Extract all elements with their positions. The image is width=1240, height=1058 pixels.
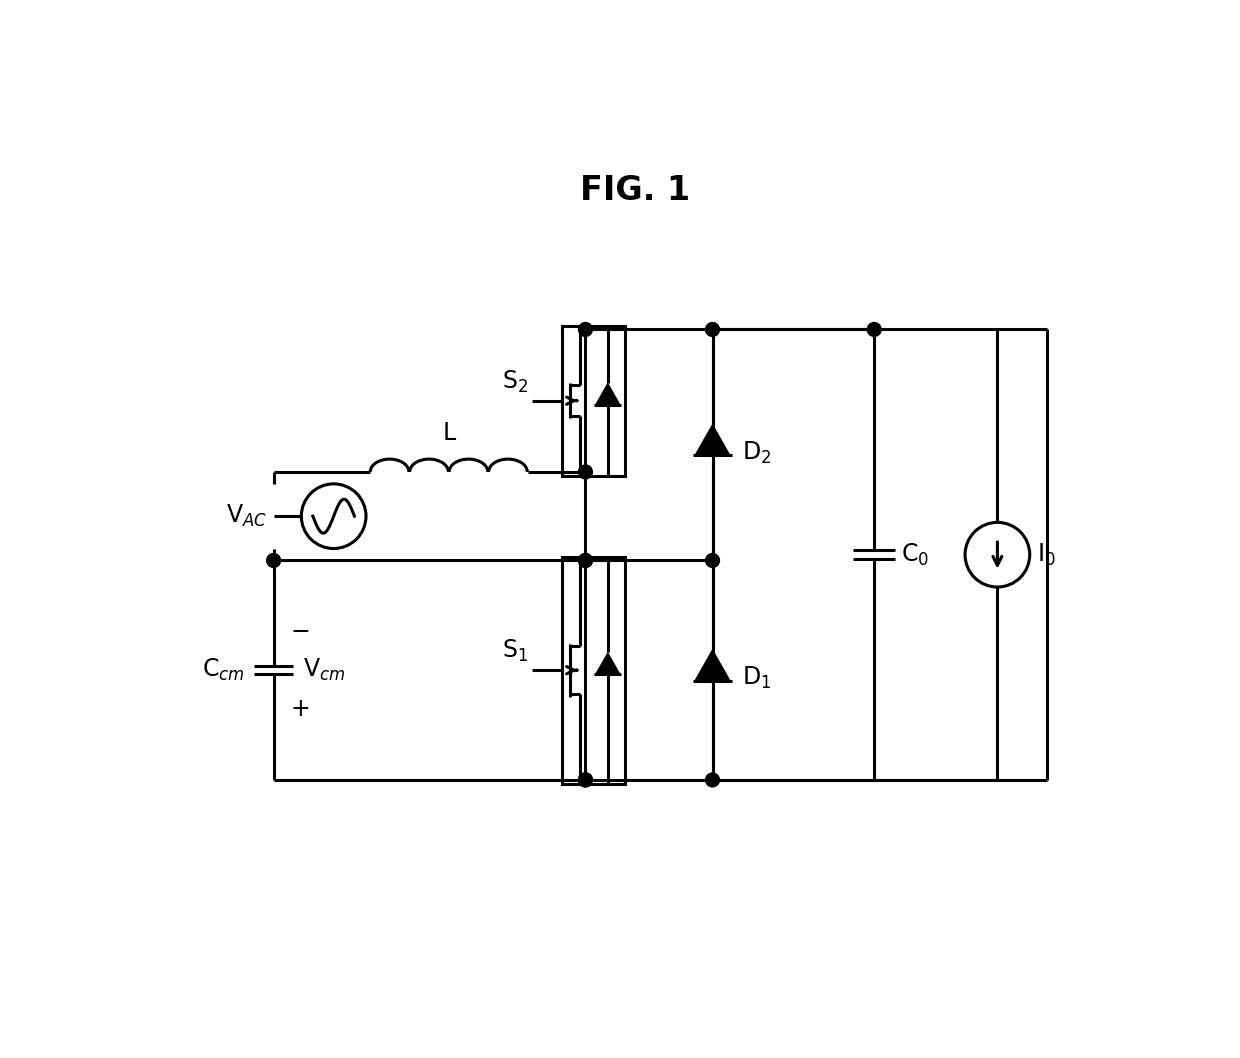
Circle shape bbox=[579, 553, 593, 567]
Text: S$_2$: S$_2$ bbox=[502, 368, 528, 395]
Circle shape bbox=[267, 553, 280, 567]
Text: FIG. 1: FIG. 1 bbox=[580, 175, 691, 207]
Text: D$_2$: D$_2$ bbox=[742, 439, 771, 466]
Polygon shape bbox=[694, 650, 730, 680]
Text: D$_1$: D$_1$ bbox=[742, 664, 771, 691]
Circle shape bbox=[706, 773, 719, 787]
Text: V$_{cm}$: V$_{cm}$ bbox=[303, 657, 345, 683]
Text: +: + bbox=[290, 697, 310, 720]
Bar bbox=[563, 557, 625, 784]
Circle shape bbox=[579, 323, 593, 336]
Text: C$_0$: C$_0$ bbox=[901, 542, 929, 568]
Polygon shape bbox=[595, 653, 620, 674]
Polygon shape bbox=[694, 424, 730, 455]
Circle shape bbox=[579, 553, 593, 567]
Text: V$_{AC}$: V$_{AC}$ bbox=[226, 504, 268, 529]
Circle shape bbox=[706, 553, 719, 567]
Circle shape bbox=[579, 773, 593, 787]
Polygon shape bbox=[595, 383, 620, 405]
Text: S$_1$: S$_1$ bbox=[502, 638, 528, 664]
Text: I$_0$: I$_0$ bbox=[1038, 542, 1056, 568]
Circle shape bbox=[579, 464, 593, 479]
Circle shape bbox=[706, 323, 719, 336]
Text: L: L bbox=[443, 421, 455, 445]
Text: C$_{cm}$: C$_{cm}$ bbox=[202, 657, 244, 683]
Circle shape bbox=[579, 773, 593, 787]
Text: −: − bbox=[290, 620, 310, 643]
Bar bbox=[563, 326, 625, 476]
Circle shape bbox=[867, 323, 882, 336]
